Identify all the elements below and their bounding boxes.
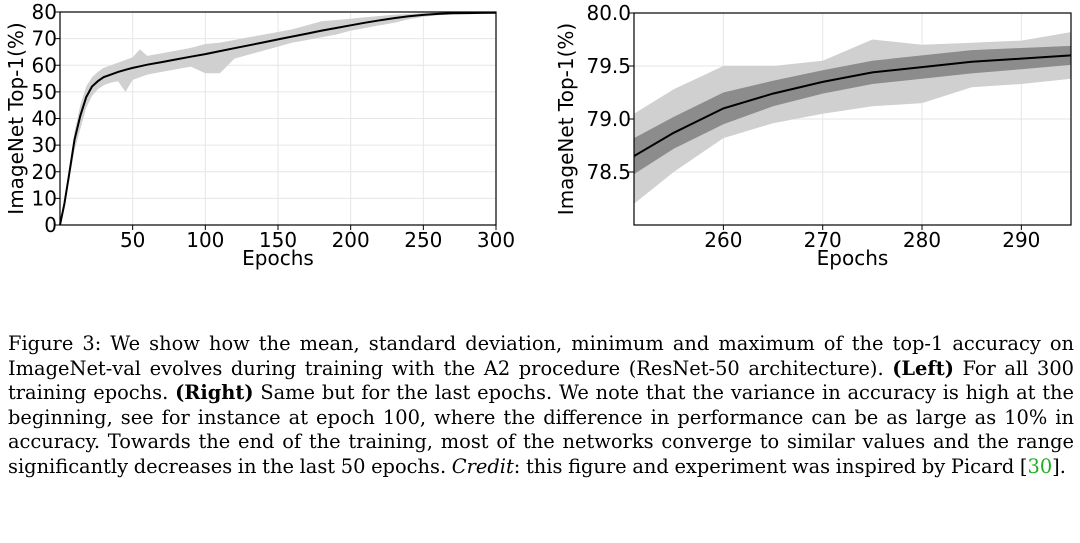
y-tick-label: 10 [32,186,57,210]
y-tick-label: 50 [32,80,57,104]
y-tick-label: 30 [32,133,57,157]
x-tick-label: 300 [477,228,515,252]
caption-left-label: (Left) [892,356,954,380]
y-tick-label: 78.5 [586,160,631,184]
caption-credit-text: : this figure and experiment was inspire… [513,454,1028,478]
x-tick-label: 50 [120,228,145,252]
x-axis-title: Epochs [817,246,889,270]
y-tick-label: 60 [32,53,57,77]
caption-intro: Figure 3: We show how the mean, standard… [8,332,1074,380]
figure-caption: Figure 3: We show how the mean, standard… [8,332,1074,480]
y-axis-title: ImageNet Top-1(%) [554,23,578,215]
right-chart: 260 270 280 290 78.5 79.0 79.5 80.0 Epochs ImageN… [554,1,1072,270]
y-tick-label: 79.0 [586,107,631,131]
y-tick-label: 0 [44,213,57,237]
y-tick-label: 80 [32,0,57,24]
x-tick-label: 200 [332,228,370,252]
x-tick-label: 100 [186,228,224,252]
x-tick-label: 260 [704,228,742,252]
y-axis-title: ImageNet Top-1(%) [4,22,28,214]
caption-end: ]. [1052,454,1066,478]
x-tick-label: 280 [903,228,941,252]
caption-left-text: For all 300 training epochs. [8,356,1075,405]
y-tick-label: 20 [32,160,57,184]
x-axis-title: Epochs [242,246,314,270]
caption-right-label: (Right) [175,381,254,405]
mean-line [633,54,1072,157]
y-tick-label: 40 [32,107,57,131]
min-max-band [60,12,496,225]
y-tick-label: 70 [32,27,57,51]
x-tick-label: 270 [804,228,842,252]
y-tick-label: 80.0 [586,1,631,25]
figure-charts: 50 100 150 200 250 300 0 10 20 30 40 50 60 70 80 Epochs… [4,0,1072,270]
citation-link[interactable]: 30 [1027,454,1053,478]
min-max-band [634,32,1071,204]
std-band [634,45,1071,175]
mean-line [59,11,497,226]
caption-credit-label: Credit [451,454,514,478]
x-tick-label: 250 [404,228,442,252]
y-tick-label: 79.5 [586,54,631,78]
x-tick-label: 150 [259,228,297,252]
caption-right-text: Same but for the last epochs. We note th… [8,381,1074,478]
x-tick-label: 290 [1002,228,1040,252]
